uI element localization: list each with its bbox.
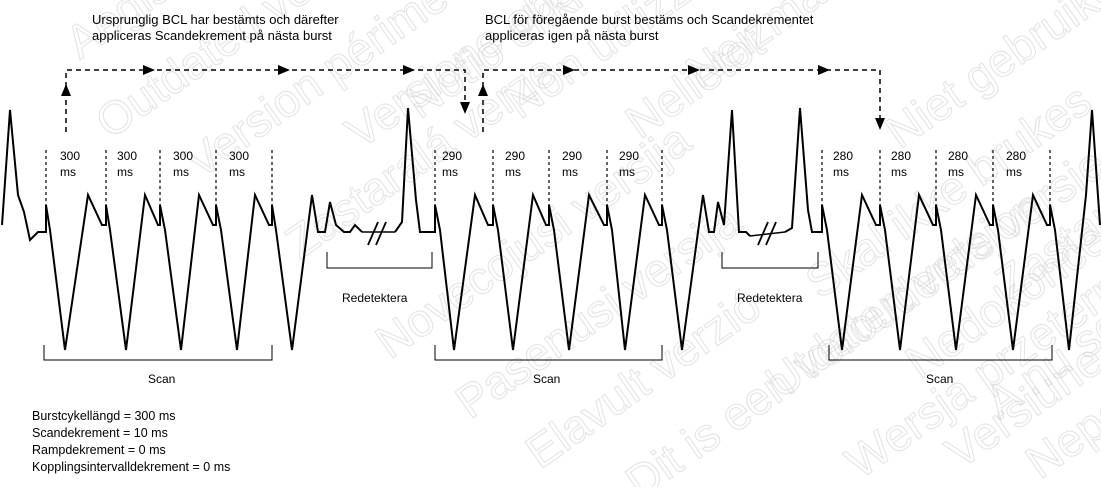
interval-value: 300	[117, 149, 137, 163]
interval-unit: ms	[891, 165, 907, 179]
redetect-bracket-2: Redetektera	[721, 252, 819, 305]
flow-path-left	[65, 69, 466, 132]
arrowhead-right-icon	[818, 65, 830, 75]
scan-bracket-3: Scan	[828, 345, 1053, 386]
watermark: Aegis Outdated version Version périmée Z…	[55, 0, 1101, 487]
annotation-left-line1: Ursprunglig BCL har bestämts och därefte…	[92, 12, 339, 27]
interval-unit: ms	[1006, 165, 1022, 179]
redetect-bracket-1: Redetektera	[326, 252, 433, 305]
legend-line: Kopplingsintervalldekrement = 0 ms	[32, 460, 230, 474]
scan-label: Scan	[926, 372, 953, 386]
parameter-legend: Burstcykellängd = 300 ms Scandekrement =…	[32, 409, 230, 474]
interval-value: 300	[173, 149, 193, 163]
legend-line: Burstcykellängd = 300 ms	[32, 409, 175, 423]
interval-value: 300	[229, 149, 249, 163]
scan-bracket-1: Scan	[43, 345, 273, 386]
break-marks	[362, 221, 786, 246]
interval-value: 300	[60, 149, 80, 163]
legend-line: Rampdekrement = 0 ms	[32, 443, 166, 457]
arrowhead-right-icon	[563, 65, 575, 75]
flow-arrows	[61, 65, 885, 132]
interval-labels: 300 ms 300 ms 300 ms 300 ms 290 ms 290 m…	[60, 149, 1026, 179]
interval-unit: ms	[619, 165, 635, 179]
arrowhead-right-icon	[688, 65, 700, 75]
redetect-label: Redetektera	[342, 291, 408, 305]
arrowhead-up-icon	[61, 84, 71, 96]
interval-unit: ms	[442, 165, 458, 179]
arrowhead-right-icon	[143, 65, 155, 75]
arrowhead-right-icon	[403, 65, 415, 75]
arrowhead-right-icon	[278, 65, 290, 75]
interval-unit: ms	[562, 165, 578, 179]
interval-unit: ms	[229, 165, 245, 179]
interval-unit: ms	[505, 165, 521, 179]
interval-unit: ms	[117, 165, 133, 179]
interval-value: 280	[891, 149, 911, 163]
ecg-waveform	[1, 107, 1101, 351]
legend-line: Scandekrement = 10 ms	[32, 426, 168, 440]
scan-bracket-2: Scan	[434, 345, 663, 386]
interval-unit: ms	[173, 165, 189, 179]
ecg-segment-2	[394, 107, 751, 351]
arrowhead-down-icon	[875, 118, 885, 130]
scan-label: Scan	[533, 372, 560, 386]
interval-value: 280	[1006, 149, 1026, 163]
interval-value: 280	[833, 149, 853, 163]
interval-value: 280	[948, 149, 968, 163]
interval-unit: ms	[60, 165, 76, 179]
interval-value: 290	[562, 149, 582, 163]
ecg-segment-3	[784, 107, 1101, 351]
interval-value: 290	[619, 149, 639, 163]
ecg-segment-1	[1, 109, 363, 351]
annotation-left-line2: appliceras Scandekrement på nästa burst	[92, 28, 332, 43]
annotation-right-line2: appliceras igen på nästa burst	[485, 28, 659, 43]
interval-unit: ms	[833, 165, 849, 179]
interval-unit: ms	[948, 165, 964, 179]
redetect-label: Redetektera	[737, 291, 803, 305]
scan-label: Scan	[148, 372, 175, 386]
interval-value: 290	[505, 149, 525, 163]
flow-path-right	[482, 69, 881, 132]
annotation-right-line1: BCL för föregående burst bestäms och Sca…	[485, 12, 814, 27]
arrowhead-up-icon	[478, 84, 488, 96]
arrowhead-down-icon	[460, 102, 470, 114]
interval-value: 290	[442, 149, 462, 163]
